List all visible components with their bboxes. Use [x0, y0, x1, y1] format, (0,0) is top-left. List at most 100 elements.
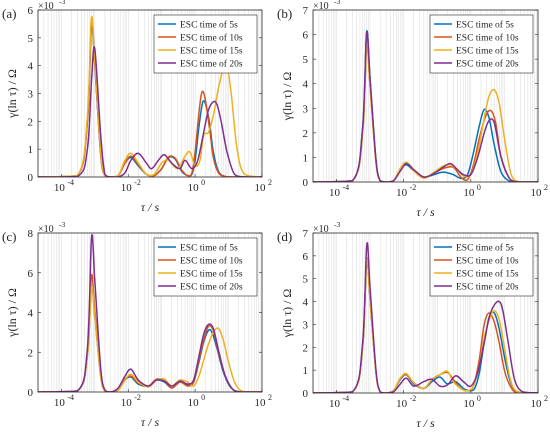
x-tick-label: 10 — [255, 397, 267, 409]
y-multiplier: ×10 — [313, 1, 329, 12]
y-multiplier: ×10 — [313, 224, 329, 235]
legend-label-3: ESC time of 15s — [456, 46, 519, 57]
x-axis-label: τ / s — [416, 416, 435, 430]
x-tick-label: 10 — [396, 398, 408, 410]
legend-label-3: ESC time of 15s — [180, 46, 243, 57]
series-line-4 — [313, 242, 538, 393]
y-tick-label: 0 — [28, 387, 34, 399]
x-tick-label: 10 — [463, 398, 475, 410]
y-tick-label: 6 — [28, 268, 34, 280]
legend-label-1: ESC time of 5s — [180, 243, 238, 254]
x-tick-exponent: -2 — [410, 183, 417, 192]
x-tick-exponent: 0 — [477, 394, 481, 403]
y-tick-label: 4 — [28, 308, 34, 320]
legend-label-4: ESC time of 20s — [180, 282, 243, 293]
x-tick-exponent: 0 — [201, 393, 205, 402]
y-tick-label: 2 — [303, 342, 309, 354]
axes-frame — [312, 232, 539, 394]
y-tick-label: 4 — [303, 297, 309, 309]
x-axis-label: τ / s — [416, 205, 435, 219]
y-tick-label: 5 — [28, 33, 34, 45]
series-group — [313, 30, 538, 182]
x-tick-exponent: 2 — [268, 393, 272, 402]
y-tick-label: 1 — [303, 152, 309, 164]
legend-label-2: ESC time of 10s — [456, 33, 519, 44]
y-tick-label: 5 — [303, 54, 309, 66]
y-tick-label: 3 — [303, 319, 309, 331]
y-tick-label: 1 — [303, 365, 309, 377]
legend-label-4: ESC time of 20s — [456, 282, 519, 293]
y-tick-label: 1 — [28, 144, 34, 156]
y-tick-label: 0 — [303, 388, 309, 400]
x-tick-label: 10 — [121, 397, 133, 409]
panel-label: (d) — [277, 229, 292, 244]
y-tick-label: 8 — [28, 228, 34, 240]
x-tick-exponent: 2 — [544, 394, 548, 403]
y-multiplier-exponent: -3 — [59, 220, 65, 229]
y-multiplier: ×10 — [38, 1, 54, 12]
y-tick-label: 7 — [303, 5, 309, 17]
legend: ESC time of 5s ESC time of 10s ESC time of… — [429, 14, 534, 74]
y-tick-label: 7 — [303, 228, 309, 240]
x-tick-exponent: 2 — [268, 178, 272, 187]
y-axis-label: γ(ln τ) / Ω — [280, 289, 294, 339]
legend-label-4: ESC time of 20s — [456, 59, 519, 70]
y-tick-label: 2 — [28, 116, 34, 128]
series-line-4 — [38, 46, 262, 177]
legend-label-3: ESC time of 15s — [456, 269, 519, 280]
y-tick-label: 0 — [28, 172, 34, 184]
y-tick-label: 6 — [28, 5, 34, 17]
legend-label-2: ESC time of 10s — [180, 33, 243, 44]
x-tick-exponent: -4 — [67, 393, 74, 402]
x-tick-label: 10 — [188, 397, 200, 409]
y-tick-label: 6 — [303, 30, 309, 42]
legend-label-2: ESC time of 10s — [180, 256, 243, 267]
x-tick-exponent: -2 — [134, 393, 141, 402]
series-group — [38, 234, 262, 392]
y-tick-label: 4 — [28, 61, 34, 73]
x-tick-exponent: -4 — [67, 178, 74, 187]
y-tick-label: 3 — [303, 103, 309, 115]
x-tick-exponent: -4 — [342, 394, 349, 403]
series-group — [313, 242, 538, 393]
legend-label-1: ESC time of 5s — [456, 20, 514, 31]
legend-label-1: ESC time of 5s — [456, 243, 514, 254]
legend: ESC time of 5s ESC time of 10s ESC time of… — [153, 14, 258, 74]
y-tick-label: 2 — [28, 347, 34, 359]
legend-label-4: ESC time of 20s — [180, 59, 243, 70]
x-axis-label: τ / s — [141, 200, 160, 214]
x-tick-label: 10 — [329, 398, 341, 410]
y-tick-label: 2 — [303, 128, 309, 140]
x-tick-label: 10 — [188, 182, 200, 194]
panel-label: (a) — [2, 6, 16, 21]
x-tick-label: 10 — [54, 397, 66, 409]
panel-label: (b) — [277, 6, 292, 21]
x-tick-exponent: 0 — [201, 178, 205, 187]
y-multiplier-exponent: -3 — [334, 220, 340, 229]
y-tick-label: 5 — [303, 274, 309, 286]
series-line-4 — [313, 31, 538, 182]
y-multiplier: ×10 — [38, 224, 54, 235]
x-tick-exponent: 0 — [477, 183, 481, 192]
y-tick-label: 6 — [303, 251, 309, 263]
series-line-3 — [38, 284, 262, 392]
legend-label-3: ESC time of 15s — [180, 269, 243, 280]
x-tick-label: 10 — [463, 187, 475, 199]
y-tick-label: 3 — [28, 89, 34, 101]
x-tick-label: 10 — [531, 398, 543, 410]
legend-label-2: ESC time of 10s — [456, 256, 519, 267]
x-tick-exponent: -4 — [342, 183, 349, 192]
y-multiplier-exponent: -3 — [334, 0, 340, 6]
panel-label: (c) — [2, 229, 16, 244]
legend-label-1: ESC time of 5s — [180, 20, 238, 31]
x-tick-label: 10 — [54, 182, 66, 194]
y-axis-label: γ(ln τ) / Ω — [280, 72, 294, 122]
y-axis-label: γ(ln τ) / Ω — [5, 288, 19, 338]
x-tick-label: 10 — [329, 187, 341, 199]
y-tick-label: 4 — [303, 79, 309, 91]
